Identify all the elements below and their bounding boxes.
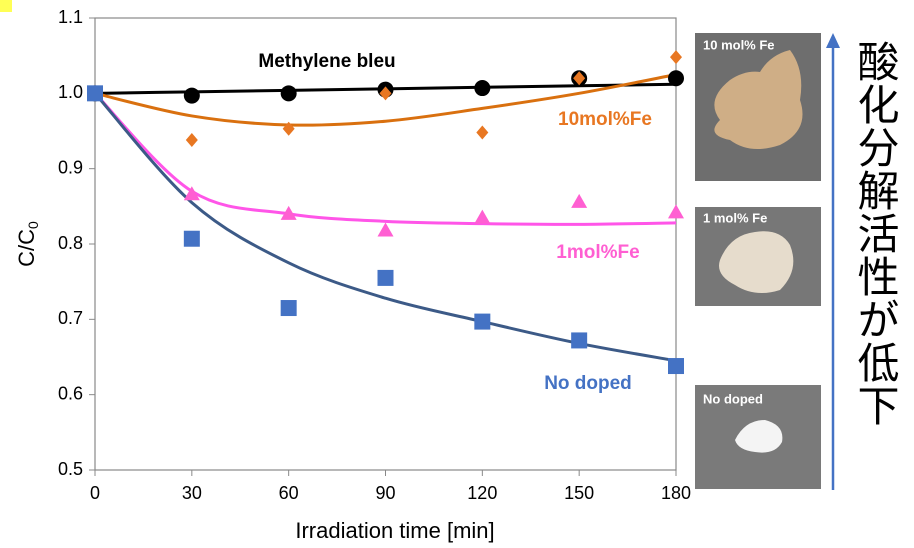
marker [571,193,588,208]
powder [735,420,783,453]
x-tick-label: 0 [90,483,100,503]
marker [87,85,103,102]
marker [185,133,198,148]
corner-mark [0,0,12,12]
series-label: 1mol%Fe [556,242,639,263]
photo-3: No doped [695,385,821,489]
y-tick-label: 1.0 [58,82,83,102]
y-tick-label: 0.8 [58,233,83,253]
marker [573,71,586,86]
photo-label: No doped [703,391,763,406]
powder [714,50,803,149]
marker [668,204,684,219]
y-tick-label: 0.9 [58,157,83,177]
photo-2: 1 mol% Fe [695,207,821,306]
marker [474,313,491,330]
y-axis-label: C/C0 [14,221,41,267]
x-tick-label: 60 [279,483,299,503]
marker [474,80,491,97]
x-axis-label: Irradiation time [min] [295,518,494,543]
y-tick-label: 0.6 [58,383,83,403]
fit-line [94,73,677,127]
marker [280,205,297,220]
marker [183,186,200,201]
marker [282,121,295,136]
x-tick-label: 90 [375,483,395,503]
marker [377,269,394,286]
y-tick-label: 0.5 [58,459,83,479]
marker [379,86,392,101]
x-tick-label: 30 [182,483,202,503]
series-label: Methylene bleu [258,51,395,72]
powder [719,231,794,294]
marker [476,125,489,140]
x-tick-label: 150 [564,483,594,503]
marker [670,50,682,65]
fit-line [93,92,677,226]
marker [474,209,491,224]
marker [183,230,200,247]
marker [377,222,394,237]
marker [280,85,297,102]
x-tick-label: 120 [467,483,497,503]
marker [668,358,684,375]
marker [183,87,200,104]
y-axis-label-main: C/C [14,229,39,267]
photo-label: 1 mol% Fe [703,210,767,225]
side-note: 酸化分解活性が低下 [851,40,900,427]
marker [571,332,588,349]
y-tick-label: 0.7 [58,308,83,328]
photo-label: 10 mol% Fe [703,37,775,52]
photo-1: 10 mol% Fe [695,33,821,181]
series-label: 10mol%Fe [558,109,652,130]
y-tick-label: 1.1 [58,7,83,27]
marker [280,300,297,317]
marker [668,70,684,87]
series-label: No doped [544,373,632,394]
arrow-head [826,33,840,48]
y-axis-label-sub: 0 [25,221,41,229]
x-tick-label: 180 [661,483,691,503]
